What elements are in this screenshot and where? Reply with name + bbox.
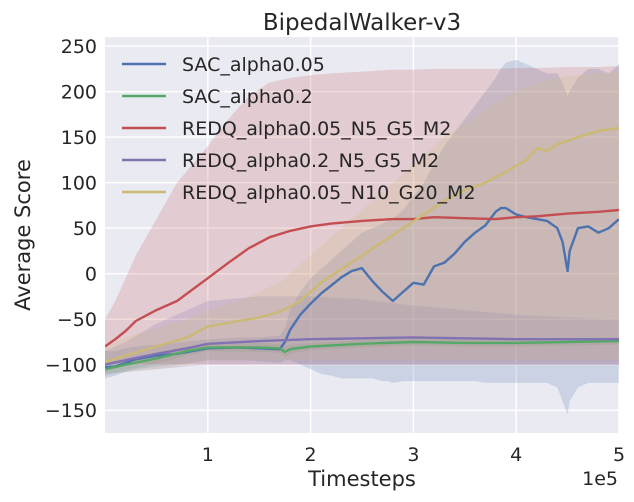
y-tick-labels: −150 −100 −50 0 50 100 150 200 250 [45,36,97,422]
x-tick-label: 5 [613,444,625,466]
series-line-3 [105,336,619,366]
chart-title: BipedalWalker-v3 [263,10,461,36]
legend-label-3: REDQ_alpha0.2_N5_G5_M2 [182,150,439,172]
legend: SAC_alpha0.05 SAC_alpha0.2 REDQ_alpha0.05_… [122,54,476,204]
x-tick-label: 3 [407,444,419,466]
y-tick-label: 100 [61,173,97,195]
y-tick-label: 250 [61,36,97,58]
legend-label-4: REDQ_alpha0.05_N10_G20_M2 [182,182,476,204]
series-line-1 [105,339,619,371]
legend-label-1: SAC_alpha0.2 [182,86,313,108]
y-tick-label: 200 [61,82,97,104]
y-tick-label: −150 [45,400,97,422]
series-line-2 [105,208,619,348]
confidence-bands [105,59,619,415]
series-band-2 [105,66,619,365]
legend-label-2: REDQ_alpha0.05_N5_G5_M2 [182,118,451,140]
y-tick-label: 0 [85,264,97,286]
x-tick-label: 1 [202,444,214,466]
x-tick-labels: 1 2 3 4 5 [202,444,625,466]
x-tick-label: 2 [305,444,317,466]
legend-label-0: SAC_alpha0.05 [182,54,325,76]
series-band-4 [105,71,619,374]
y-tick-label: −50 [57,309,97,331]
series-line-4 [105,126,619,364]
grid-lines [105,37,620,433]
series-lines [105,126,619,371]
x-tick-label: 4 [510,444,522,466]
x-axis-label: Timesteps [307,467,416,491]
x-axis-scale-label: 1e5 [582,468,618,490]
plot-area [105,37,619,433]
y-tick-label: −100 [45,355,97,377]
y-axis-label: Average Score [11,159,35,311]
y-tick-label: 50 [73,218,97,240]
y-tick-label: 150 [61,127,97,149]
series-band-0 [105,59,619,415]
series-band-3 [105,296,619,374]
